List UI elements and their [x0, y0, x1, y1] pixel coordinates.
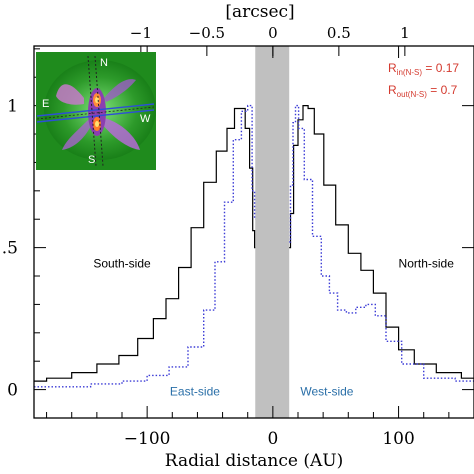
annotation-label: West-side — [300, 384, 353, 398]
inset-label-s: S — [88, 154, 95, 166]
inset-label-w: W — [140, 113, 151, 125]
annotation-label: East-side — [170, 384, 220, 398]
top-tick-label: 0 — [268, 24, 278, 42]
y-tick-label: .5 — [2, 239, 18, 259]
inset-image: N E W S — [36, 52, 156, 170]
ratio-legend: Rin(N-S) = 0.17 Rout(N-S) = 0.7 — [388, 61, 459, 99]
ratio-out-text: Rout(N-S) = 0.7 — [388, 83, 458, 99]
y-tick-label: 0 — [7, 381, 18, 401]
inset-label-e: E — [42, 98, 49, 110]
x-axis-label: Radial distance (AU) — [165, 451, 343, 471]
dotted-profile-line-2 — [34, 104, 256, 388]
x-tick-label: −100 — [124, 429, 171, 449]
solid-profile-line-0 — [34, 107, 256, 382]
dotted-profile-line-3 — [289, 104, 474, 382]
y-tick-label: 1 — [7, 97, 18, 117]
solid-profile-line-1 — [289, 105, 474, 379]
x-tick-label: 0 — [267, 429, 278, 449]
inset-label-n: N — [100, 57, 108, 69]
top-tick-label: −0.5 — [189, 24, 225, 42]
annotation-label: South-side — [93, 256, 151, 270]
plot-frame — [33, 45, 474, 419]
series-layer — [34, 104, 474, 388]
masked-region — [255, 46, 290, 418]
top-tick-label: −1 — [130, 24, 152, 42]
annotation-layer: South-side North-side East-side West-side — [93, 256, 454, 398]
top-axis-label: [arcsec] — [225, 2, 294, 22]
x-tick-label: 100 — [382, 429, 414, 449]
top-tick-label: 1 — [400, 24, 410, 42]
top-tick-label: 0.5 — [327, 24, 351, 42]
annotation-label: North-side — [399, 256, 455, 270]
ratio-in-text: Rin(N-S) = 0.17 — [388, 61, 459, 77]
